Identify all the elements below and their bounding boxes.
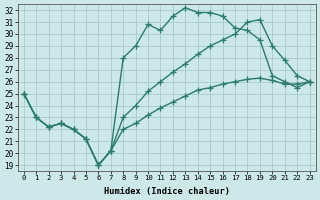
- X-axis label: Humidex (Indice chaleur): Humidex (Indice chaleur): [104, 187, 230, 196]
